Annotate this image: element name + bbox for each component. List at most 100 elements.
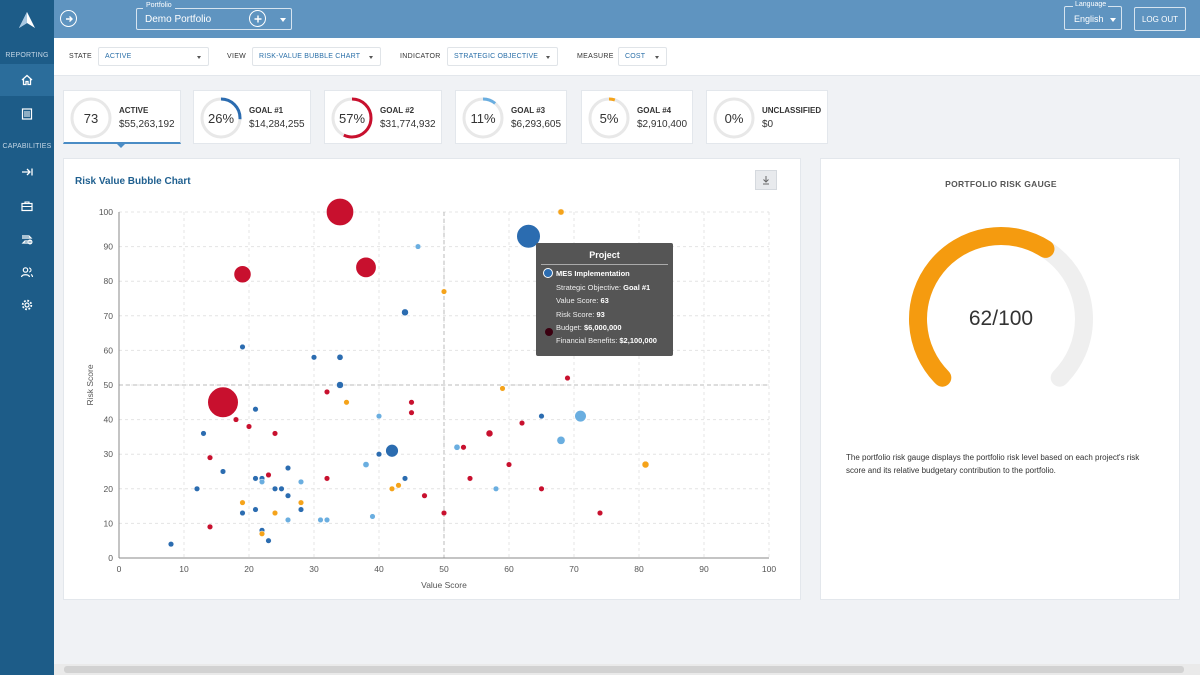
bubble-point <box>325 197 355 227</box>
x-tick-label: 0 <box>117 564 122 574</box>
bubble-point <box>384 443 400 458</box>
kpi-ring <box>70 97 112 139</box>
scrollbar-thumb[interactable] <box>64 666 1184 673</box>
sidebar-item-list[interactable] <box>0 98 54 130</box>
tooltip-title: Project <box>589 250 620 260</box>
bubble-point <box>421 492 428 499</box>
active-card-pointer <box>116 143 126 148</box>
kpi-ring <box>588 97 630 139</box>
risk-gauge-panel: PORTFOLIO RISK GAUGE 62/100 The portfoli… <box>820 158 1180 600</box>
bubble-point <box>297 478 305 485</box>
kpi-number: 5% <box>599 110 619 126</box>
bubble-point <box>453 443 461 451</box>
kpi-value: $2,910,400 <box>637 119 688 130</box>
view-filter-label: VIEW <box>227 53 247 60</box>
bubble-point <box>232 416 240 423</box>
language-label: Language <box>1073 1 1109 8</box>
x-tick-label: 80 <box>634 564 644 574</box>
bubble-point <box>206 454 214 461</box>
kpi-value: $0 <box>762 119 774 130</box>
bubble-point <box>362 461 370 468</box>
view-filter-select[interactable]: RISK-VALUE BUBBLE CHART <box>252 47 381 66</box>
navigate-forward-button[interactable] <box>60 10 77 27</box>
bubble-point <box>460 444 467 451</box>
chevron-down-icon <box>546 56 550 59</box>
tooltip-benefits: Financial Benefits: $2,100,000 <box>556 336 657 345</box>
bubble-point <box>297 499 305 506</box>
add-portfolio-button[interactable] <box>249 10 266 27</box>
x-tick-label: 10 <box>179 564 189 574</box>
x-tick-label: 20 <box>244 564 254 574</box>
kpi-card-goal-1[interactable]: 26% GOAL #1 $14,284,255 <box>193 90 311 144</box>
bubble-point <box>515 223 542 249</box>
portfolio-select[interactable]: Portfolio Demo Portfolio <box>136 2 292 30</box>
project-tooltip: Project MES Implementation Strategic Obj… <box>536 243 673 356</box>
measure-filter-select[interactable]: COST <box>618 47 667 66</box>
peak-logo-icon[interactable] <box>0 0 54 40</box>
bubble-point <box>414 243 422 250</box>
risk-gauge <box>909 227 1093 387</box>
kpi-value: $6,293,605 <box>511 119 562 130</box>
bubble-point <box>388 485 396 492</box>
measure-filter-label: MEASURE <box>577 53 614 60</box>
tooltip-risk-score: Risk Score: 93 <box>556 310 605 319</box>
transfer-icon <box>21 235 33 245</box>
bubble-point <box>395 482 402 489</box>
bubble-point <box>564 375 571 382</box>
bubble-point <box>271 485 279 492</box>
x-tick-label: 90 <box>699 564 709 574</box>
gauge-title: PORTFOLIO RISK GAUGE <box>945 179 1057 189</box>
view-filter-value: RISK-VALUE BUBBLE CHART <box>259 53 361 60</box>
kpi-title: GOAL #4 <box>637 106 672 115</box>
kpi-card-goal-4[interactable]: 5% GOAL #4 $2,910,400 <box>581 90 693 144</box>
sidebar-item-settings[interactable] <box>0 289 54 321</box>
y-tick-label: 40 <box>104 415 114 425</box>
x-axis-label: Value Score <box>421 580 467 590</box>
kpi-card-goal-2[interactable]: 57% GOAL #2 $31,774,932 <box>324 90 442 144</box>
indicator-filter-select[interactable]: STRATEGIC OBJECTIVE <box>447 47 558 66</box>
sidebar-item-import[interactable] <box>0 156 54 188</box>
sidebar-item-home[interactable] <box>0 64 54 96</box>
bubble-point <box>323 475 331 482</box>
kpi-title: ACTIVE <box>119 106 149 115</box>
bubble-point <box>440 509 448 517</box>
tooltip-divider <box>541 264 668 265</box>
kpi-number: 0% <box>724 110 744 126</box>
y-tick-label: 90 <box>104 242 114 252</box>
sidebar-item-portfolio[interactable] <box>0 190 54 222</box>
bubble-point <box>219 468 227 475</box>
sidebar-item-users[interactable] <box>0 256 54 288</box>
kpi-card-active[interactable]: 73 ACTIVE $55,263,192 <box>63 90 181 144</box>
gauge-description: The portfolio risk gauge displays the po… <box>846 453 1140 475</box>
gauge-fill <box>909 227 1055 387</box>
state-filter-select[interactable]: ACTIVE <box>98 47 209 66</box>
kpi-card-unclassified[interactable]: 0% UNCLASSIFIED $0 <box>706 90 828 144</box>
kpi-title: GOAL #2 <box>380 106 415 115</box>
language-value: English <box>1074 14 1104 24</box>
bubble-point <box>278 485 285 492</box>
arrow-right-icon <box>65 15 73 22</box>
bubble-point <box>252 506 259 513</box>
bubble-chart: 0 10 20 30 40 50 60 70 80 90 100 0 10 20 30 40 50 60 70 80 9… <box>85 197 776 590</box>
bubble-point <box>233 265 252 284</box>
kpi-title: UNCLASSIFIED <box>762 106 822 115</box>
arrow-to-bar-icon <box>22 168 33 176</box>
kpi-card-goal-3[interactable]: 11% GOAL #3 $6,293,605 <box>455 90 567 144</box>
download-button[interactable] <box>755 170 777 190</box>
bubble-point <box>557 208 565 216</box>
bubble-point <box>401 475 409 482</box>
bubble-point <box>297 506 305 513</box>
horizontal-scrollbar[interactable] <box>54 664 1200 675</box>
tooltip-budget: Budget: $6,000,000 <box>556 323 622 332</box>
language-select[interactable]: Language English <box>1064 1 1122 30</box>
portfolio-label: Portfolio <box>143 2 175 9</box>
x-tick-label: 60 <box>504 564 514 574</box>
bubble-point <box>284 516 292 523</box>
bubble-point <box>375 451 383 458</box>
gauge-value: 62/100 <box>968 307 1034 330</box>
y-tick-label: 50 <box>104 380 114 390</box>
sidebar-item-transfer[interactable] <box>0 223 54 255</box>
kpi-ring <box>331 97 373 139</box>
logout-button[interactable]: LOG OUT <box>1134 7 1186 31</box>
portfolio-value: Demo Portfolio <box>145 14 212 25</box>
